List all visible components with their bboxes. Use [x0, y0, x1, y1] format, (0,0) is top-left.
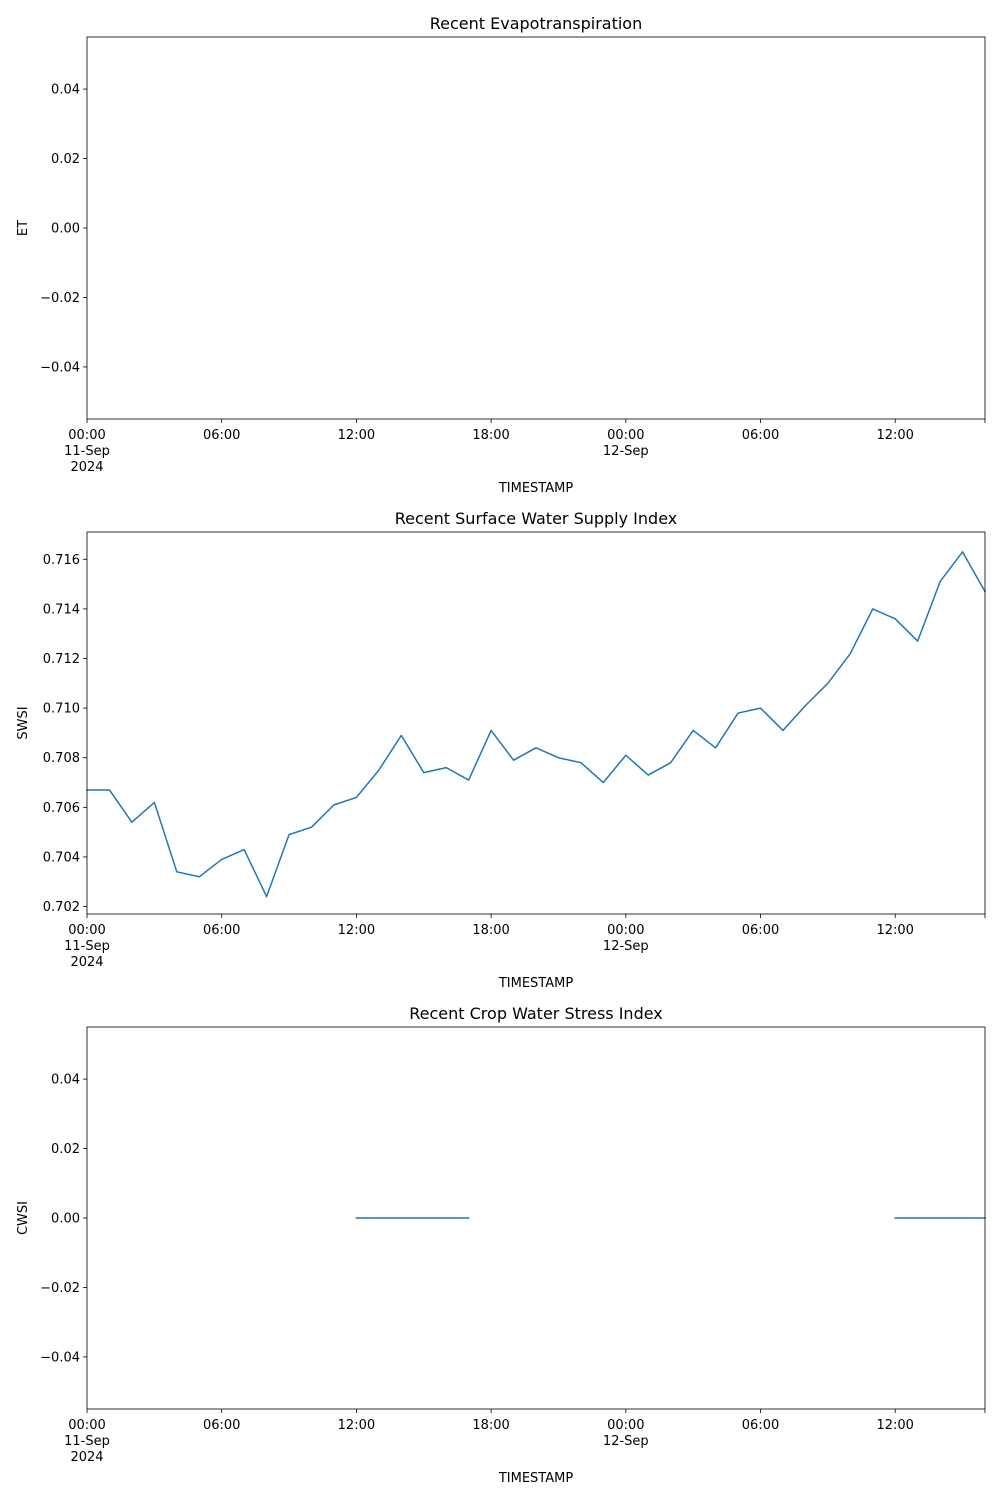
x-tick-label: 00:00 — [607, 923, 644, 938]
y-tick-label: 0.714 — [43, 602, 80, 617]
x-tick-label: 12-Sep — [603, 939, 649, 954]
x-tick-label: 06:00 — [203, 923, 240, 938]
x-tick-label: 06:00 — [203, 428, 240, 443]
y-tick-label: 0.04 — [51, 1073, 80, 1088]
y-tick-label: 0.704 — [43, 850, 80, 865]
x-tick-label: 00:00 — [607, 428, 644, 443]
plot-frame — [86, 531, 986, 915]
x-tick-label: 06:00 — [203, 1418, 240, 1433]
y-tick-label: 0.00 — [51, 1212, 80, 1227]
y-axis-label: SWSI — [16, 706, 31, 739]
chart-title: Recent Surface Water Supply Index — [395, 509, 677, 528]
chart-title: Recent Crop Water Stress Index — [409, 1004, 663, 1023]
y-axis-label: ET — [16, 220, 31, 236]
chart-panel-3: Recent Crop Water Stress Index 0.04 0.02 0.… — [16, 1004, 986, 1486]
y-tick-label: 0.04 — [51, 83, 80, 98]
y-axis-label: CWSI — [16, 1201, 31, 1235]
x-tick-label: 11-Sep — [64, 939, 110, 954]
x-tick-label: 2024 — [70, 955, 103, 970]
chart-panel-1: Recent Evapotranspiration 0.04 0.02 0.00 −0.… — [16, 14, 986, 496]
x-tick-label: 12:00 — [876, 1418, 913, 1433]
x-tick-label: 11-Sep — [64, 444, 110, 459]
plot-frame — [86, 1026, 986, 1410]
y-tick-label: 0.712 — [43, 652, 80, 667]
x-tick-label: 12-Sep — [603, 1434, 649, 1449]
x-tick-label: 12:00 — [876, 428, 913, 443]
x-tick-label: 00:00 — [68, 1418, 105, 1433]
y-tick-label: 0.710 — [43, 702, 80, 717]
x-tick-label: 00:00 — [68, 923, 105, 938]
x-tick-label: 06:00 — [742, 1418, 779, 1433]
y-tick-label: 0.02 — [51, 1142, 80, 1157]
y-tick-label: −0.02 — [40, 1281, 80, 1296]
x-tick-label: 00:00 — [607, 1418, 644, 1433]
x-tick-label: 06:00 — [742, 923, 779, 938]
x-tick-label: 2024 — [70, 460, 103, 475]
series-line-1-segment-1 — [86, 551, 987, 898]
y-tick-label: −0.02 — [40, 291, 80, 306]
y-tick-label: 0.706 — [43, 801, 80, 816]
x-tick-label: 2024 — [70, 1450, 103, 1465]
chart-title: Recent Evapotranspiration — [430, 14, 642, 33]
x-tick-label: 06:00 — [742, 428, 779, 443]
x-tick-label: 18:00 — [472, 1418, 509, 1433]
x-tick-label: 12:00 — [338, 923, 375, 938]
y-tick-label: 0.716 — [43, 553, 80, 568]
chart-panel-2: Recent Surface Water Supply Index 0.716 0.… — [16, 509, 987, 991]
x-tick-label: 12:00 — [876, 923, 913, 938]
plot-frame — [86, 36, 986, 420]
x-tick-label: 12:00 — [338, 428, 375, 443]
x-tick-label: 18:00 — [472, 428, 509, 443]
x-tick-label: 11-Sep — [64, 1434, 110, 1449]
x-axis-label: TIMESTAMP — [498, 481, 573, 496]
x-tick-label: 12-Sep — [603, 444, 649, 459]
x-tick-label: 18:00 — [472, 923, 509, 938]
y-tick-label: 0.02 — [51, 152, 80, 167]
y-tick-label: 0.00 — [51, 222, 80, 237]
y-tick-label: −0.04 — [40, 360, 80, 375]
x-axis-label: TIMESTAMP — [498, 976, 573, 991]
x-axis-label: TIMESTAMP — [498, 1471, 573, 1486]
y-tick-label: −0.04 — [40, 1350, 80, 1365]
x-tick-label: 12:00 — [338, 1418, 375, 1433]
y-tick-label: 0.708 — [43, 751, 80, 766]
y-tick-label: 0.702 — [43, 900, 80, 915]
x-tick-label: 00:00 — [68, 428, 105, 443]
